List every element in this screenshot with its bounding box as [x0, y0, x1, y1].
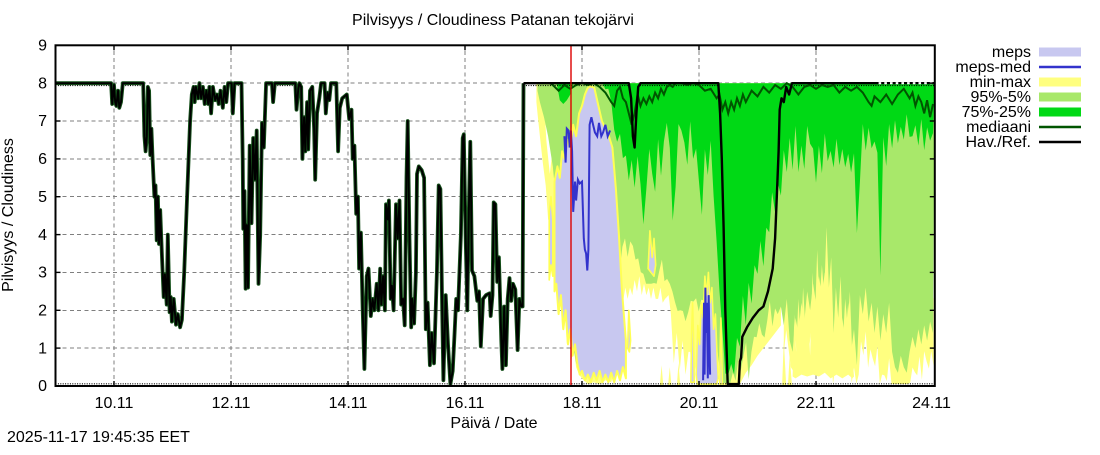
svg-text:12.11: 12.11 — [212, 395, 251, 412]
svg-text:6: 6 — [38, 151, 47, 168]
svg-text:4: 4 — [38, 227, 47, 244]
svg-text:Pilvisyys / Cloudiness: Pilvisyys / Cloudiness — [0, 138, 17, 292]
svg-text:meps: meps — [992, 44, 1031, 61]
svg-text:95%-5%: 95%-5% — [971, 89, 1031, 106]
svg-text:5: 5 — [38, 189, 47, 206]
svg-text:1: 1 — [38, 340, 47, 357]
svg-text:0: 0 — [38, 378, 47, 395]
svg-text:22.11: 22.11 — [797, 395, 836, 412]
svg-text:18.11: 18.11 — [563, 395, 602, 412]
svg-text:7: 7 — [38, 113, 47, 130]
svg-text:20.11: 20.11 — [680, 395, 719, 412]
svg-text:16.11: 16.11 — [446, 395, 485, 412]
svg-text:24.11: 24.11 — [912, 395, 951, 412]
svg-text:Pilvisyys / Cloudiness Patanan: Pilvisyys / Cloudiness Patanan tekojärvi — [352, 12, 634, 29]
svg-text:2: 2 — [38, 303, 47, 320]
svg-text:10.11: 10.11 — [95, 395, 134, 412]
svg-text:75%-25%: 75%-25% — [962, 104, 1031, 121]
svg-text:3: 3 — [38, 265, 47, 282]
svg-text:9: 9 — [38, 38, 47, 55]
svg-text:Hav./Ref.: Hav./Ref. — [966, 134, 1032, 151]
svg-text:min-max: min-max — [970, 74, 1031, 91]
svg-text:mediaani: mediaani — [966, 119, 1031, 136]
svg-text:14.11: 14.11 — [329, 395, 368, 412]
svg-text:Päivä / Date: Päivä / Date — [450, 415, 537, 432]
svg-text:2025-11-17 19:45:35 EET: 2025-11-17 19:45:35 EET — [7, 429, 190, 446]
svg-text:8: 8 — [38, 75, 47, 92]
svg-text:meps-med: meps-med — [955, 59, 1031, 76]
